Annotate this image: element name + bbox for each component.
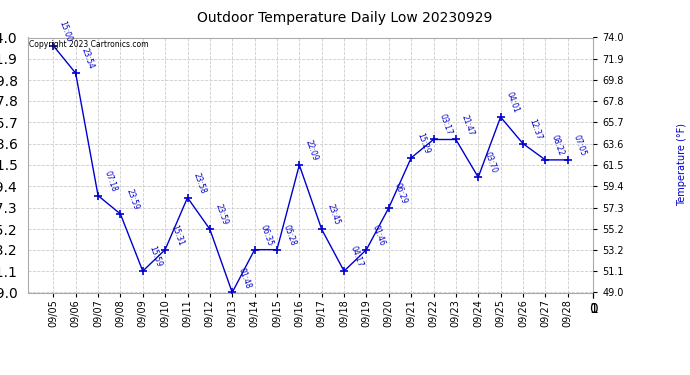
Text: 22:09: 22:09 — [304, 139, 319, 162]
Text: Temperature (°F): Temperature (°F) — [677, 123, 687, 207]
Text: 01:48: 01:48 — [237, 266, 253, 290]
Text: 23:45: 23:45 — [326, 203, 342, 226]
Text: 04:01: 04:01 — [505, 91, 521, 114]
Text: 15:59: 15:59 — [147, 244, 163, 268]
Text: 03:17: 03:17 — [437, 113, 453, 137]
Text: 05:28: 05:28 — [281, 224, 297, 247]
Text: 04:17: 04:17 — [348, 244, 364, 268]
Text: 07:05: 07:05 — [572, 134, 588, 157]
Text: 15:00: 15:00 — [57, 19, 73, 43]
Text: Copyright 2023 Cartronics.com: Copyright 2023 Cartronics.com — [29, 40, 148, 49]
Text: 23:54: 23:54 — [80, 47, 96, 70]
Text: 06:35: 06:35 — [259, 223, 275, 247]
Text: 23:58: 23:58 — [192, 171, 208, 195]
Text: 03:70: 03:70 — [482, 151, 498, 174]
Text: 12:37: 12:37 — [527, 117, 543, 141]
Text: 23:59: 23:59 — [125, 188, 141, 211]
Text: 06:29: 06:29 — [393, 182, 409, 205]
Text: 21:47: 21:47 — [460, 113, 476, 137]
Text: Outdoor Temperature Daily Low 20230929: Outdoor Temperature Daily Low 20230929 — [197, 11, 493, 25]
Text: 15:31: 15:31 — [169, 224, 185, 247]
Text: 07:18: 07:18 — [102, 169, 118, 193]
Text: 15:29: 15:29 — [415, 132, 431, 155]
Text: 23:59: 23:59 — [214, 203, 230, 226]
Text: 01:46: 01:46 — [371, 223, 386, 247]
Text: 08:22: 08:22 — [549, 134, 565, 157]
